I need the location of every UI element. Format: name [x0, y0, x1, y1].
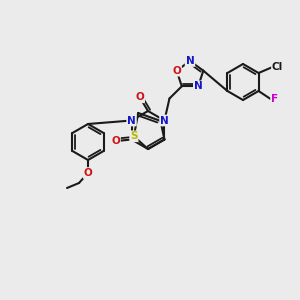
Text: O: O: [84, 168, 92, 178]
Text: N: N: [160, 116, 169, 125]
Text: N: N: [127, 116, 136, 125]
Text: N: N: [194, 81, 203, 91]
Text: Cl: Cl: [272, 62, 283, 72]
Text: S: S: [130, 131, 138, 141]
Text: O: O: [135, 92, 144, 102]
Text: O: O: [111, 136, 120, 146]
Text: O: O: [172, 66, 181, 76]
Text: F: F: [271, 94, 278, 104]
Text: N: N: [186, 56, 194, 66]
